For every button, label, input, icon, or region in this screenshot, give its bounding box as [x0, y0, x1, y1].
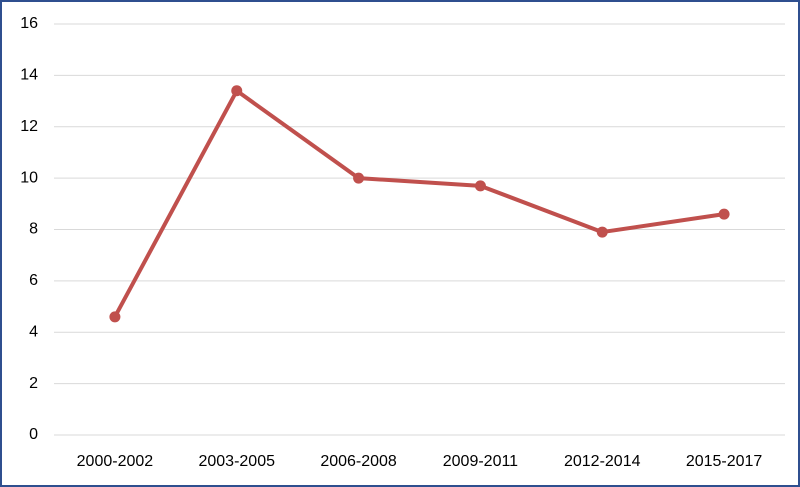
y-tick-label: 14: [20, 67, 38, 84]
y-tick-label: 8: [29, 221, 38, 238]
y-tick-label: 0: [29, 426, 38, 443]
point: [474, 180, 486, 192]
y-tick-label: 10: [20, 169, 38, 186]
x-tick-label: 2015-2017: [686, 453, 763, 470]
point: [718, 208, 730, 220]
y-tick-label: 6: [29, 272, 38, 289]
y-tick-label: 4: [29, 323, 38, 340]
x-tick-label: 2003-2005: [198, 453, 275, 470]
point: [353, 172, 365, 184]
y-tick-label: 2: [29, 375, 38, 392]
y-tick-label: 12: [20, 118, 38, 135]
x-tick-label: 2000-2002: [77, 453, 154, 470]
x-tick-label: 2006-2008: [320, 453, 397, 470]
x-tick-label: 2012-2014: [564, 453, 641, 470]
line: [113, 88, 725, 318]
y-tick-label: 16: [20, 15, 38, 32]
point: [231, 85, 243, 97]
x-tick-label: 2009-2011: [443, 453, 518, 470]
point: [109, 311, 121, 323]
point: [596, 226, 608, 238]
